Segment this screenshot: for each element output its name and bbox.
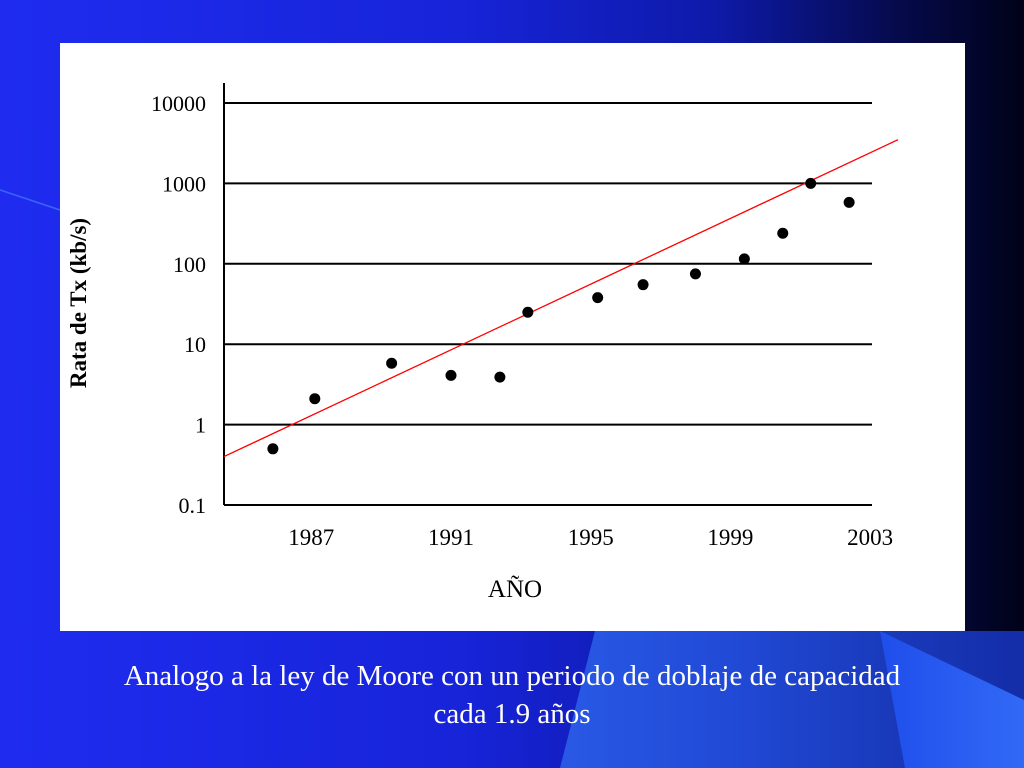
data-point bbox=[689, 268, 701, 280]
data-point bbox=[777, 227, 789, 239]
data-point bbox=[386, 357, 398, 369]
data-point bbox=[738, 253, 750, 265]
slide-caption: Analogo a la ley de Moore con un periodo… bbox=[40, 657, 984, 733]
x-axis-title: AÑO bbox=[488, 575, 542, 603]
x-tick-label: 2003 bbox=[847, 525, 893, 550]
background-wedge-right bbox=[880, 631, 1024, 768]
y-tick-label: 1 bbox=[195, 413, 206, 438]
y-tick-label: 10 bbox=[184, 332, 206, 357]
trend-line bbox=[223, 139, 899, 458]
data-point bbox=[522, 306, 534, 318]
data-point bbox=[267, 443, 279, 455]
y-tick-label: 10000 bbox=[151, 91, 206, 116]
chart-panel: 0.1 1 10 100 1000 10000 1987 1991 1995 1999 2003 … bbox=[60, 43, 965, 631]
x-tick-label: 1999 bbox=[707, 525, 753, 550]
background-curve-left bbox=[0, 189, 61, 211]
data-point bbox=[805, 177, 817, 189]
x-tick-label: 1987 bbox=[288, 525, 334, 550]
y-tick-labels: 0.1 1 10 100 1000 10000 bbox=[151, 91, 206, 518]
data-point bbox=[637, 279, 649, 291]
y-tick-label: 0.1 bbox=[179, 493, 207, 518]
caption-line-2: cada 1.9 años bbox=[433, 698, 591, 730]
data-point bbox=[445, 369, 457, 381]
data-point bbox=[843, 196, 855, 208]
x-tick-label: 1991 bbox=[428, 525, 474, 550]
data-point bbox=[592, 292, 604, 304]
data-point bbox=[494, 371, 506, 383]
trend-line-group bbox=[223, 139, 899, 458]
x-tick-label: 1995 bbox=[568, 525, 614, 550]
data-points bbox=[267, 177, 855, 455]
grid-lines bbox=[224, 102, 872, 506]
y-tick-label: 1000 bbox=[162, 171, 206, 196]
x-tick-labels: 1987 1991 1995 1999 2003 bbox=[288, 525, 893, 550]
y-axis-title: Rata de Tx (kb/s) bbox=[66, 218, 91, 388]
y-tick-label: 100 bbox=[173, 252, 206, 277]
data-point bbox=[309, 393, 321, 405]
caption-line-1: Analogo a la ley de Moore con un periodo… bbox=[123, 660, 901, 692]
